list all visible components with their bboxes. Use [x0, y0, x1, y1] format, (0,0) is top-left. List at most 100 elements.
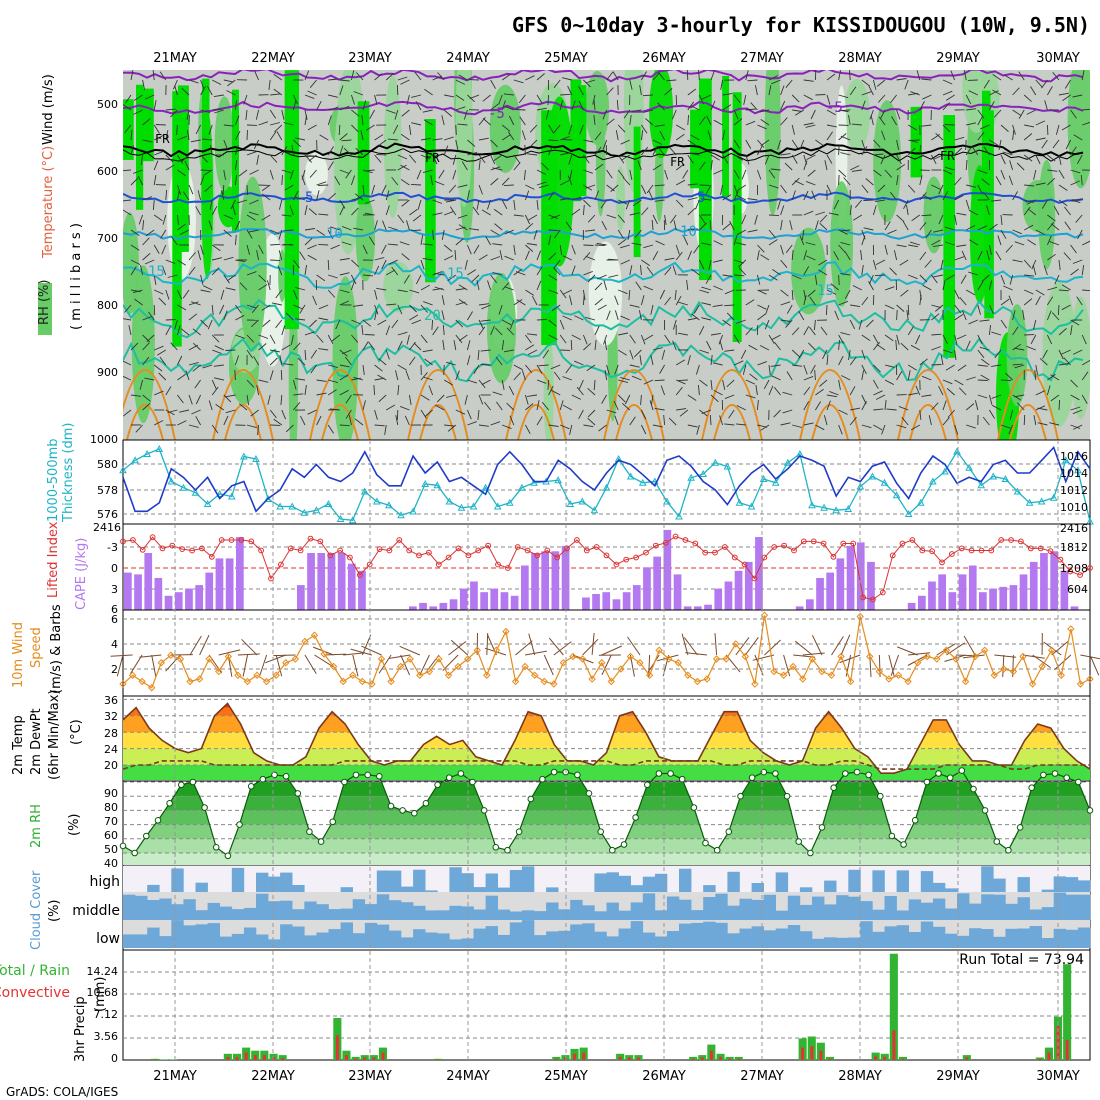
- wind-barb: [186, 109, 190, 120]
- wind-barb: [362, 100, 367, 111]
- wind-barb: [687, 114, 690, 126]
- precip-convective-bar: [281, 1058, 285, 1060]
- wind-barb: [602, 139, 608, 150]
- thickness-point: [215, 489, 224, 497]
- thickness-point: [530, 478, 538, 486]
- wind-barb: [954, 136, 965, 141]
- wind-barb: [880, 154, 886, 165]
- wind-barb: [843, 177, 851, 186]
- wind-barb: [826, 289, 837, 295]
- wind-barb: [212, 108, 223, 111]
- wind-barb: [291, 145, 294, 156]
- wind-barb: [910, 344, 921, 351]
- wind-barb: [153, 274, 157, 285]
- wind-barb: [400, 654, 411, 676]
- wind-barb: [1041, 199, 1048, 209]
- wind-barb: [696, 424, 700, 435]
- wind-barb: [726, 379, 735, 388]
- wind-barb: [906, 205, 909, 216]
- wind-barb: [815, 388, 824, 396]
- rh-point: [946, 774, 954, 782]
- wind-barb: [281, 214, 292, 217]
- wind-barb: [773, 409, 781, 418]
- rh-point: [201, 804, 208, 811]
- wind-barb: [849, 416, 857, 426]
- thickness-point: [312, 506, 321, 514]
- wind-barb: [1022, 654, 1045, 659]
- wind-barb: [1042, 349, 1048, 359]
- wind-barb: [455, 94, 465, 101]
- wind-barb: [307, 124, 317, 131]
- precip-total-bar: [278, 1055, 287, 1060]
- wind-barb: [195, 206, 201, 216]
- wind-barb: [613, 400, 619, 411]
- wind-barb: [448, 184, 457, 193]
- wind-barb: [825, 304, 828, 316]
- wind-barb: [768, 239, 778, 246]
- wind-barb: [123, 104, 132, 111]
- wind-barb: [571, 265, 576, 276]
- cape-bar: [816, 578, 824, 610]
- wind-barb: [706, 340, 712, 351]
- wind-barb: [1023, 94, 1032, 103]
- wind-barb: [640, 409, 647, 420]
- wind-barb: [861, 349, 866, 360]
- wind-barb: [735, 637, 750, 656]
- wind-barb: [1039, 357, 1048, 366]
- rh-point: [341, 778, 348, 786]
- wind-barb: [307, 254, 317, 261]
- wind-barb: [234, 369, 236, 381]
- cape-bar: [907, 602, 916, 610]
- wind-barb: [559, 180, 570, 186]
- wind-barb: [361, 645, 382, 656]
- wind-barb: [641, 71, 647, 81]
- wind-barb: [339, 272, 350, 276]
- wind-barb: [759, 109, 770, 113]
- wind-barb: [654, 184, 665, 187]
- wind-barb: [1003, 285, 1013, 291]
- wind-barb: [385, 349, 390, 360]
- lifted-index-point: [347, 554, 353, 561]
- wind-barb: [504, 255, 514, 261]
- wind-barb: [685, 652, 708, 656]
- wind-barb: [562, 255, 572, 261]
- wind-barb: [397, 331, 408, 336]
- wind-barb: [328, 364, 339, 369]
- wind-barb: [501, 134, 511, 141]
- wind-barb: [159, 71, 167, 81]
- rh-shading-column: [541, 110, 557, 346]
- wind-barb: [568, 154, 573, 165]
- wind-barb: [583, 342, 592, 351]
- thickness-point: [1049, 493, 1058, 501]
- thickness-point: [929, 477, 937, 485]
- wind-barb: [501, 177, 510, 186]
- cloud-cell: [703, 897, 716, 920]
- wind-barb: [583, 244, 594, 246]
- wind-barb: [1082, 289, 1090, 292]
- wind-barb: [467, 421, 477, 426]
- wind-barb: [919, 192, 927, 201]
- wind-barb: [571, 244, 576, 255]
- run-total-label: Run Total = 73.94: [959, 952, 1084, 968]
- wind-barb: [585, 316, 596, 321]
- lifted-index-point: [603, 552, 610, 559]
- wind-barb: [803, 401, 810, 411]
- wind-barb: [901, 417, 909, 426]
- wind-barb: [525, 344, 535, 351]
- wind-barb: [482, 94, 491, 102]
- wind-barb: [861, 100, 866, 111]
- cloud-cell: [183, 899, 196, 920]
- wind-barb: [515, 640, 533, 656]
- lifted-index-point: [850, 540, 857, 547]
- lifted-index-point: [781, 542, 787, 549]
- wind-barb: [849, 86, 857, 96]
- wind-barb: [391, 266, 399, 276]
- wind-barb: [1037, 407, 1048, 411]
- cloud-cell: [654, 873, 668, 892]
- precip-convective-bar: [819, 1050, 823, 1060]
- precip-total-bar: [734, 1056, 743, 1060]
- wind-barb: [293, 139, 302, 148]
- cloud-cell: [993, 936, 1006, 948]
- wind-barb: [123, 209, 132, 216]
